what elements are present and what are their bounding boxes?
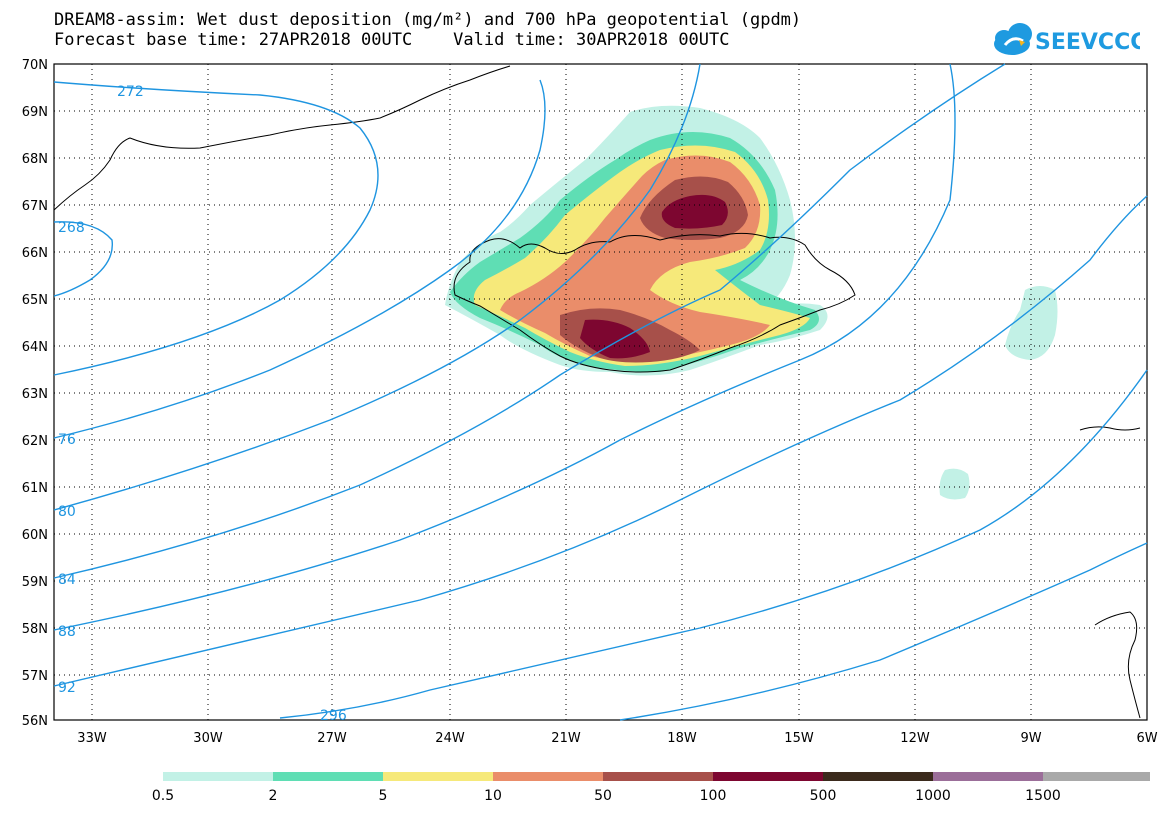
graticule <box>54 64 1147 720</box>
lon-label: 9W <box>1020 731 1041 746</box>
dust-deposition-field <box>445 105 1058 500</box>
legend-label: 500 <box>810 788 837 804</box>
contour-label-88: 88 <box>58 624 76 640</box>
greenland-coast <box>53 65 511 211</box>
contour-272 <box>53 81 379 376</box>
legend-swatch-0 <box>163 772 273 781</box>
map-subtitle: Forecast base time: 27APR2018 00UTC Vali… <box>54 30 730 50</box>
lat-label: 66N <box>22 246 48 261</box>
legend-label: 100 <box>700 788 727 804</box>
latitude-labels: 70N 69N 68N 67N 66N 65N 64N 63N 62N 61N … <box>22 58 48 729</box>
lon-label: 24W <box>435 731 465 746</box>
dust-area-0.5-south <box>939 468 970 500</box>
lat-label: 57N <box>22 669 48 684</box>
legend-label: 1000 <box>915 788 951 804</box>
lon-label: 18W <box>667 731 697 746</box>
lon-label: 12W <box>900 731 930 746</box>
legend-swatch-7 <box>933 772 1043 781</box>
contour-label-268: 268 <box>58 220 85 236</box>
lon-label: 30W <box>193 731 223 746</box>
map-title: DREAM8-assim: Wet dust deposition (mg/m²… <box>54 10 802 30</box>
contour-276 <box>53 79 546 439</box>
map-frame <box>53 63 1148 721</box>
contour-label-296: 296 <box>320 708 347 724</box>
legend-swatch-6 <box>823 772 933 781</box>
contour-label-80: 80 <box>58 504 76 520</box>
contour-268 <box>53 221 114 297</box>
lon-label: 27W <box>317 731 347 746</box>
lat-label: 56N <box>22 714 48 729</box>
lat-label: 58N <box>22 622 48 637</box>
lat-label: 59N <box>22 575 48 590</box>
legend-label: 5 <box>379 788 388 804</box>
legend-swatch-4 <box>603 772 713 781</box>
legend-swatch-3 <box>493 772 603 781</box>
contour-296 <box>279 369 1148 719</box>
contour-labels: 272 268 76 80 84 88 92 296 <box>58 84 347 724</box>
legend-label: 1500 <box>1025 788 1061 804</box>
legend-swatch-2 <box>383 772 493 781</box>
lat-label: 70N <box>22 58 48 73</box>
legend-label: 50 <box>594 788 612 804</box>
seevccc-logo: SEEVCCC <box>994 23 1140 55</box>
legend-swatch-1 <box>273 772 383 781</box>
lat-label: 62N <box>22 434 48 449</box>
contour-label-272: 272 <box>117 84 144 100</box>
contour-300 <box>619 542 1148 721</box>
lon-label: 15W <box>784 731 814 746</box>
lat-label: 63N <box>22 387 48 402</box>
legend-label: 2 <box>269 788 278 804</box>
contour-label-84: 84 <box>58 572 76 588</box>
lon-label: 21W <box>551 731 581 746</box>
lat-label: 65N <box>22 293 48 308</box>
geopotential-contours <box>53 63 1148 721</box>
contour-292 <box>53 195 1148 687</box>
legend-swatch-8 <box>1043 772 1150 781</box>
lat-label: 68N <box>22 152 48 167</box>
lon-label: 33W <box>77 731 107 746</box>
coastlines <box>53 65 1141 719</box>
dust-area-0.5-east <box>1005 286 1058 360</box>
faroe-coast <box>1079 426 1141 431</box>
lat-label: 64N <box>22 340 48 355</box>
lat-label: 60N <box>22 528 48 543</box>
legend-swatch-5 <box>713 772 823 781</box>
legend-label: 10 <box>484 788 502 804</box>
logo-text: SEEVCCC <box>1035 30 1140 55</box>
dust-area-100 <box>580 194 728 359</box>
lon-label: 6W <box>1136 731 1157 746</box>
contour-284 <box>53 63 1006 579</box>
legend-label: 0.5 <box>152 788 174 804</box>
cloud-icon <box>994 23 1032 55</box>
contour-label-76: 76 <box>58 432 76 448</box>
scotland-coast <box>1094 611 1141 719</box>
legend: 0.5 2 5 10 50 100 500 1000 1500 <box>152 772 1150 804</box>
contour-280 <box>53 63 701 511</box>
lat-label: 61N <box>22 481 48 496</box>
longitude-labels: 33W 30W 27W 24W 21W 18W 15W 12W 9W 6W <box>77 731 1157 746</box>
iceland-coast <box>453 232 856 373</box>
contour-288 <box>53 63 956 631</box>
contour-label-92: 92 <box>58 680 76 696</box>
lat-label: 69N <box>22 105 48 120</box>
lat-label: 67N <box>22 199 48 214</box>
